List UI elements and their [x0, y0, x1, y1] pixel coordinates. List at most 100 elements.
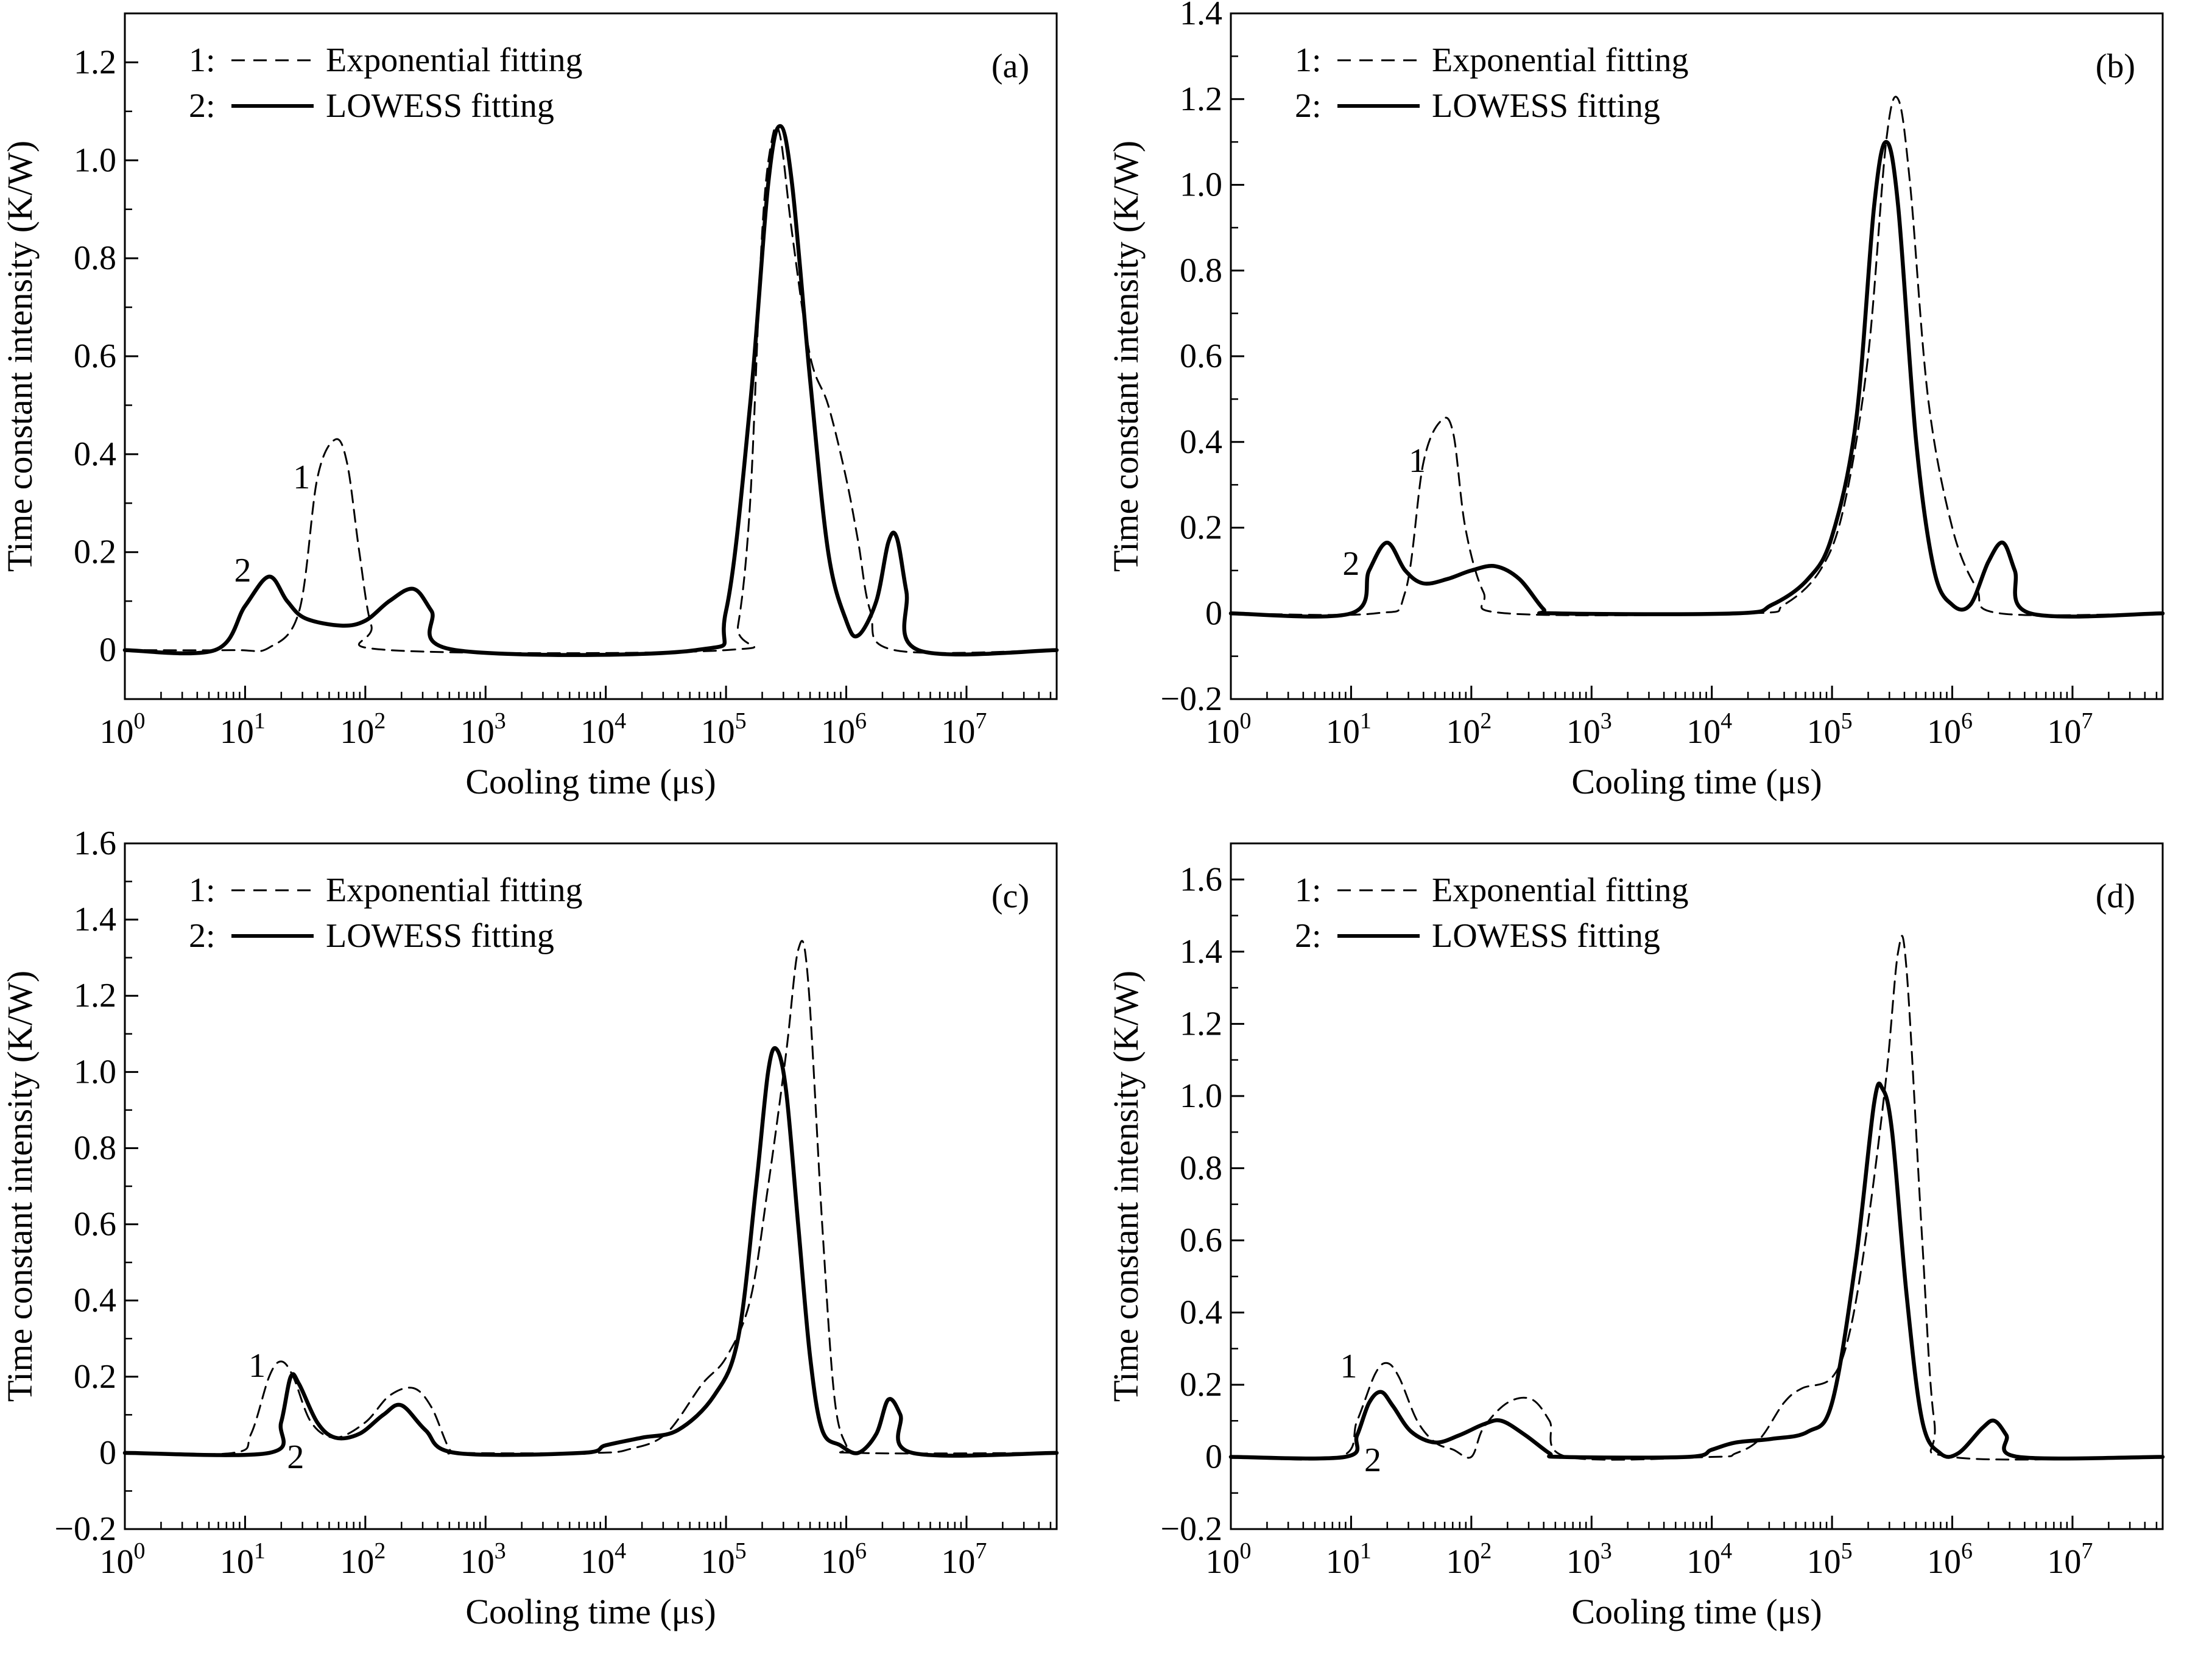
- legend-prefix: 2:: [1295, 917, 1322, 955]
- y-tick-label: 1.4: [1180, 0, 1222, 32]
- y-tick-label: 0.2: [74, 533, 116, 571]
- x-tick-label: 102: [340, 1538, 386, 1581]
- x-tick-label: 100: [1206, 708, 1252, 751]
- x-tick-label: 101: [1326, 1538, 1372, 1581]
- plot-frame: [1230, 12, 2164, 700]
- y-tick-label: 1.2: [1180, 80, 1222, 118]
- legend-prefix: 2:: [189, 87, 216, 125]
- x-tick-label: 106: [1927, 708, 1973, 751]
- legend-prefix: 1:: [1295, 41, 1322, 79]
- y-tick-label: 1.6: [74, 830, 116, 862]
- x-tick-label: 104: [580, 1538, 626, 1581]
- y-tick-label: 0: [99, 631, 116, 669]
- y-tick-label: 1.0: [74, 1053, 116, 1091]
- y-tick-label: 0.4: [74, 435, 116, 473]
- panel-label: (b): [2096, 47, 2135, 85]
- y-tick-label: 0: [1205, 594, 1222, 632]
- x-axis-label: Cooling time (μs): [1571, 1592, 1822, 1631]
- legend-prefix: 2:: [189, 917, 216, 955]
- y-tick-label: 0.8: [1180, 1149, 1222, 1187]
- y-axis-label: Time constant intensity (K/W): [1106, 141, 1146, 572]
- y-tick-label: −0.2: [1160, 1510, 1222, 1548]
- x-tick-label: 101: [220, 1538, 266, 1581]
- series-lowess-fitting: [122, 1046, 1059, 1458]
- x-tick-label: 100: [100, 1538, 146, 1581]
- x-tick-label: 103: [460, 708, 506, 751]
- plot-frame: [124, 842, 1058, 1530]
- x-tick-label: 105: [1807, 708, 1853, 751]
- y-tick-label: 0.4: [1180, 423, 1222, 461]
- series-lowess-fitting: [1228, 1081, 2165, 1461]
- y-tick-label: 0.2: [1180, 509, 1222, 547]
- x-tick-label: 103: [460, 1538, 506, 1581]
- legend-prefix: 1:: [189, 41, 216, 79]
- curve-annotation: 1: [1340, 1348, 1357, 1385]
- chart-panel-c: −0.2 0 0.2 0.4 0.6 0.8 1.0 1.2 1.4 1.6 100 101 102 10…: [0, 830, 1059, 1631]
- x-tick-label: 104: [1686, 708, 1732, 751]
- x-tick-label: 104: [1686, 1538, 1732, 1581]
- legend-label: Exponential fitting: [1432, 871, 1688, 909]
- y-tick-label: 0.8: [74, 239, 116, 277]
- series-lowess-fitting: [122, 124, 1059, 657]
- curve-annotation: 1: [248, 1347, 266, 1385]
- chart-panel-d: −0.2 0 0.2 0.4 0.6 0.8 1.0 1.2 1.4 1.6 100 101 102 10…: [1106, 842, 2165, 1631]
- legend-label: LOWESS fitting: [1432, 87, 1660, 125]
- x-tick-label: 107: [941, 1538, 987, 1581]
- y-axis-label: Time constant intensity (K/W): [1106, 971, 1146, 1402]
- x-tick-label: 107: [2047, 1538, 2093, 1581]
- y-tick-label: 1.0: [1180, 166, 1222, 204]
- series-exponential-fitting: [124, 125, 1058, 655]
- x-tick-label: 101: [220, 708, 266, 751]
- y-tick-label: 0.6: [1180, 1222, 1222, 1259]
- curve-annotation: 2: [1364, 1441, 1381, 1479]
- y-tick-label: 0.2: [74, 1358, 116, 1396]
- y-tick-label: 0.2: [1180, 1366, 1222, 1404]
- y-tick-label: −0.2: [1160, 680, 1222, 718]
- x-axis-label: Cooling time (μs): [465, 1592, 716, 1631]
- y-tick-label: 1.6: [1180, 860, 1222, 898]
- y-tick-label: 1.4: [74, 901, 116, 938]
- y-tick-label: 1.2: [74, 977, 116, 1015]
- x-tick-label: 105: [701, 1538, 747, 1581]
- x-tick-label: 107: [941, 708, 987, 751]
- y-tick-label: 1.2: [1180, 1005, 1222, 1043]
- panel-label: (a): [992, 47, 1029, 85]
- y-tick-label: 1.0: [74, 141, 116, 179]
- curve-annotation: 2: [1342, 545, 1359, 583]
- x-tick-label: 100: [100, 708, 146, 751]
- panel-label: (c): [992, 877, 1029, 915]
- legend-prefix: 2:: [1295, 87, 1322, 125]
- x-tick-label: 102: [1446, 1538, 1492, 1581]
- chart-panel-b: −0.2 0 0.2 0.4 0.6 0.8 1.0 1.2 1.4 100 101 102 103 10…: [1106, 0, 2165, 801]
- plot-frame: [1230, 842, 2164, 1530]
- curve-annotation: 1: [293, 459, 310, 496]
- x-tick-label: 102: [340, 708, 386, 751]
- y-tick-label: 0.8: [1180, 251, 1222, 289]
- x-tick-label: 107: [2047, 708, 2093, 751]
- y-tick-label: 0: [1205, 1438, 1222, 1475]
- legend-label: Exponential fitting: [1432, 41, 1688, 79]
- y-axis-label: Time constant intensity (K/W): [0, 971, 40, 1402]
- y-tick-label: 1.0: [1180, 1077, 1222, 1115]
- y-tick-label: 0.6: [74, 337, 116, 375]
- x-tick-label: 105: [701, 708, 747, 751]
- x-axis-label: Cooling time (μs): [1571, 762, 1822, 801]
- x-tick-label: 101: [1326, 708, 1372, 751]
- legend-label: Exponential fitting: [326, 871, 582, 909]
- x-tick-label: 102: [1446, 708, 1492, 751]
- legend-label: Exponential fitting: [326, 41, 582, 79]
- x-tick-label: 103: [1566, 708, 1612, 751]
- curve-annotation: 2: [287, 1438, 304, 1476]
- y-tick-label: −0.2: [54, 1510, 116, 1548]
- series-exponential-fitting: [1230, 96, 2164, 616]
- y-tick-label: 0: [99, 1434, 116, 1472]
- legend-prefix: 1:: [1295, 871, 1322, 909]
- y-tick-label: 1.4: [1180, 933, 1222, 971]
- x-tick-label: 105: [1807, 1538, 1853, 1581]
- panel-label: (d): [2096, 877, 2135, 915]
- x-tick-label: 103: [1566, 1538, 1612, 1581]
- legend-label: LOWESS fitting: [1432, 917, 1660, 955]
- x-tick-label: 104: [580, 708, 626, 751]
- x-tick-label: 106: [821, 1538, 867, 1581]
